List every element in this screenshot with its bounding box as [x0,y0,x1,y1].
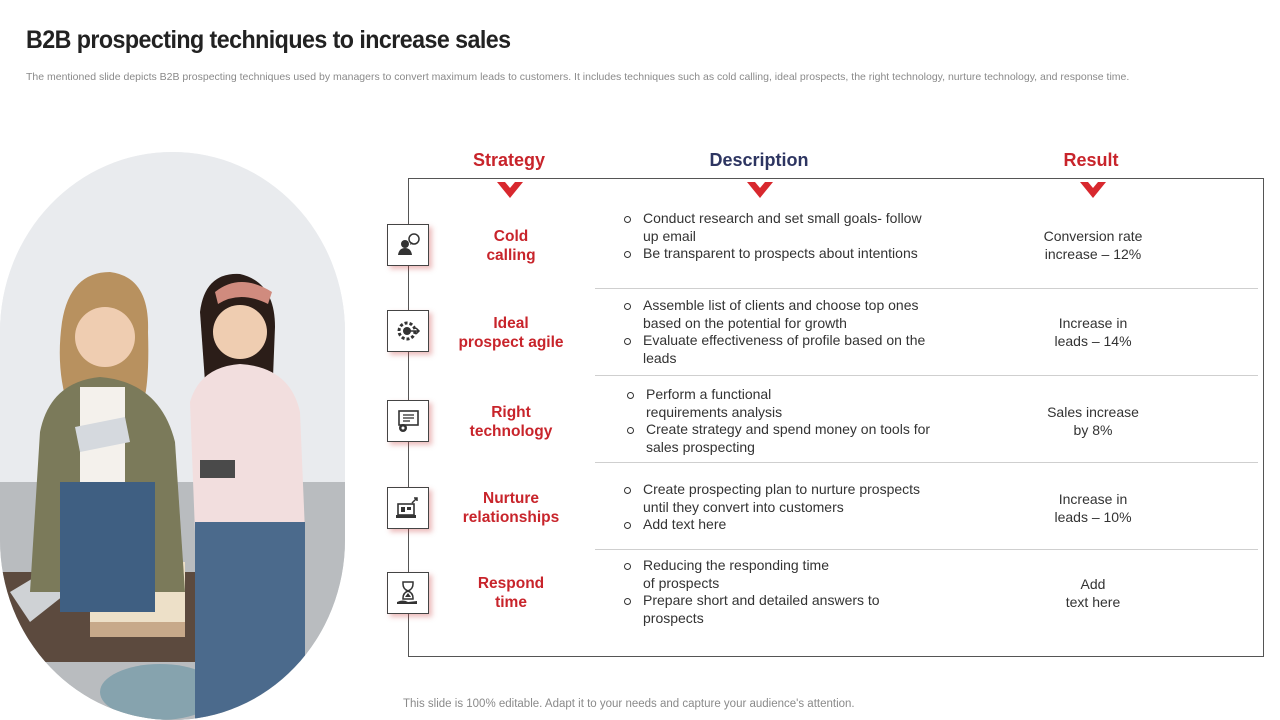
strategy-nurture: Nurture relationships [450,489,572,527]
description-item: Be transparent to prospects about intent… [620,245,940,263]
strategy-label: calling [486,247,536,264]
students-photo [0,152,345,720]
row-divider [595,549,1258,550]
description-item: Create strategy and spend money on tools… [623,421,943,456]
description-item: Conduct research and set small goals- fo… [620,210,940,245]
strategy-label: time [495,594,527,611]
description-right-technology: Perform a functional requirements analys… [623,386,943,456]
result-label: leads – 10% [1054,509,1132,525]
result-right-technology: Sales increase by 8% [1000,403,1186,439]
description-item: Assemble list of clients and choose top … [620,297,940,332]
strategy-ideal-prospect: Ideal prospect agile [450,314,572,352]
strategy-label: Right [491,404,531,421]
description-item: Reducing the responding time of prospect… [620,557,843,592]
result-ideal-prospect: Increase in leads – 14% [1000,314,1186,350]
strategy-header: Strategy [472,150,546,170]
monitor-settings-icon [387,400,429,442]
result-respond-time: Add text here [1000,575,1186,611]
description-respond-time: Reducing the responding time of prospect… [620,557,940,627]
page-title: B2B prospecting techniques to increase s… [26,26,511,54]
strategy-respond-time: Respond time [450,574,572,612]
description-ideal-prospect: Assemble list of clients and choose top … [620,297,940,367]
description-header: Description [709,150,809,170]
footer-note: This slide is 100% editable. Adapt it to… [403,698,855,710]
result-arrow-icon [1080,182,1106,198]
description-item: Evaluate effectiveness of profile based … [620,332,940,367]
result-label: leads – 14% [1054,333,1132,349]
result-label: Add [1080,576,1106,592]
strategy-arrow-icon [497,182,523,198]
result-cold-calling: Conversion rate increase – 12% [1000,227,1186,263]
description-item: Perform a functional requirements analys… [623,386,816,421]
target-gear-icon [387,310,429,352]
result-label: text here [1065,594,1121,610]
description-arrow-icon [747,182,773,198]
strategy-label: relationships [462,509,560,526]
result-label: Conversion rate [1043,228,1143,244]
strategy-cold-calling: Cold calling [450,227,572,265]
row-divider [595,288,1258,289]
row-divider [595,462,1258,463]
result-label: Sales increase [1047,404,1139,420]
description-nurture: Create prospecting plan to nurture prosp… [620,481,940,534]
description-item: Prepare short and detailed answers to pr… [620,592,893,627]
contact-person-icon [387,224,429,266]
strategy-right-technology: Right technology [450,403,572,441]
strategy-label: prospect agile [458,334,564,351]
result-header: Result [1063,150,1119,170]
strategy-label: Ideal [493,315,529,332]
description-cold-calling: Conduct research and set small goals- fo… [620,210,940,263]
result-label: Increase in [1058,491,1128,507]
hourglass-hand-icon [387,572,429,614]
laptop-growth-icon [387,487,429,529]
strategy-label: technology [469,423,553,440]
description-item: Add text here [620,516,940,534]
description-item: Create prospecting plan to nurture prosp… [620,481,933,516]
result-nurture: Increase in leads – 10% [1000,490,1186,526]
strategy-label: Cold [493,228,529,245]
strategy-label: Respond [477,575,545,592]
result-label: increase – 12% [1044,246,1142,262]
page-subtitle: The mentioned slide depicts B2B prospect… [26,71,1130,83]
row-divider [595,375,1258,376]
strategy-label: Nurture [483,490,539,507]
result-label: Increase in [1058,315,1128,331]
result-label: by 8% [1073,422,1113,438]
